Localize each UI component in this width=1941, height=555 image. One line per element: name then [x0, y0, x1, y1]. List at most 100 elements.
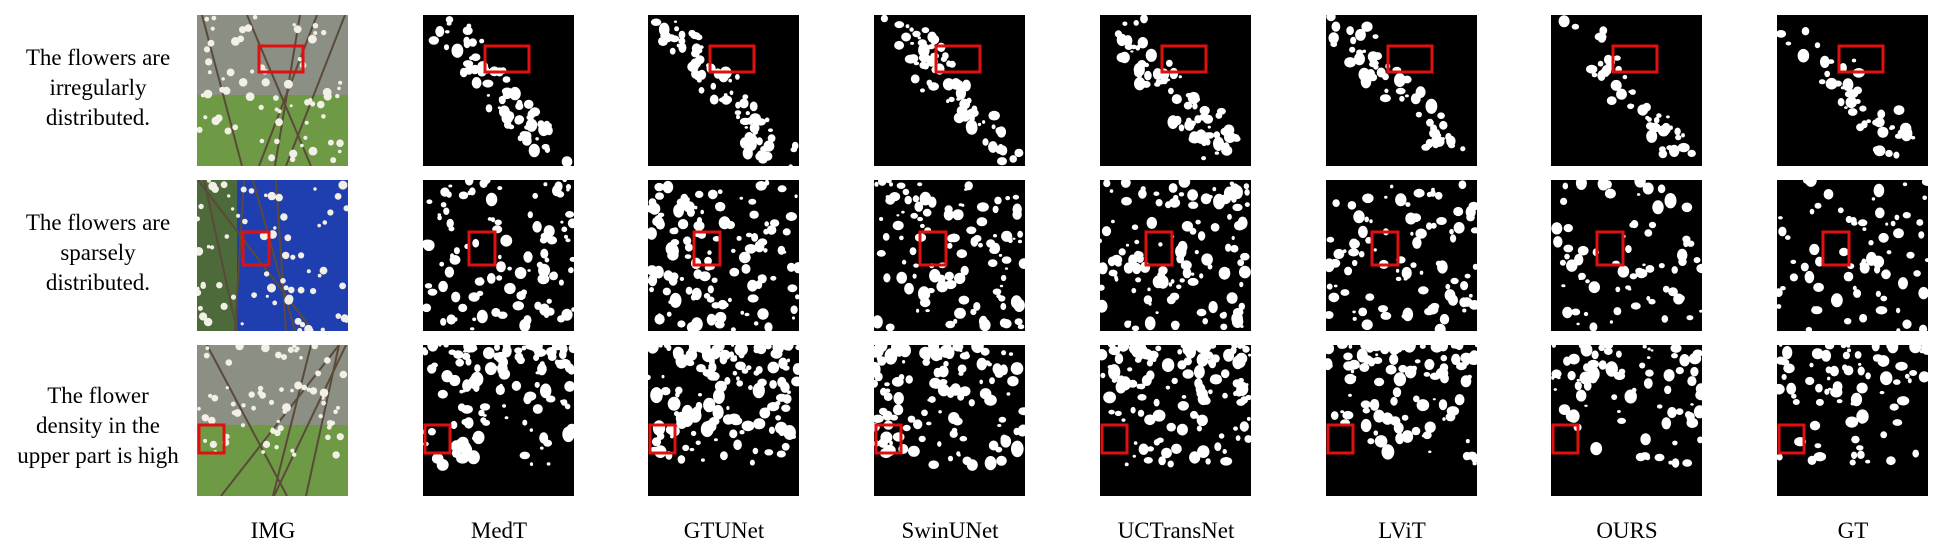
flower-blob [1429, 372, 1441, 380]
flower-blob [1177, 349, 1183, 355]
flower-blob [1837, 98, 1845, 107]
flower-blob [1604, 188, 1616, 199]
flower-blob [720, 451, 728, 461]
highlight-box [1144, 230, 1174, 267]
flower [300, 143, 304, 148]
flower-blob [764, 221, 769, 227]
flower-blob [739, 430, 745, 435]
flower-blob [1165, 385, 1171, 390]
flower-blob [740, 310, 745, 315]
flower [208, 393, 213, 398]
flower-blob [1782, 346, 1793, 360]
flower-blob [1138, 443, 1149, 455]
flower-blob [1640, 433, 1651, 446]
flower-blob [984, 456, 997, 471]
flower [293, 25, 302, 34]
flower-blob [571, 307, 574, 312]
flower-blob [1656, 113, 1662, 118]
flower-blob [1378, 305, 1388, 313]
flower-blob [1435, 260, 1442, 267]
flower-blob [1580, 345, 1593, 357]
flower-blob [470, 346, 478, 352]
flower-blob [885, 195, 891, 199]
flower-blob [711, 277, 718, 283]
flower-blob [658, 345, 663, 348]
flower-blob [1205, 458, 1211, 465]
flower [226, 68, 235, 77]
flower-blob [1196, 308, 1207, 317]
flower-blob [1557, 376, 1561, 380]
flower [211, 394, 219, 402]
flower-blob [1171, 377, 1178, 385]
flower-blob [1173, 194, 1179, 201]
flower-blob [1244, 189, 1250, 196]
flower-blob [901, 259, 907, 265]
flower-blob [1421, 434, 1426, 438]
flower [321, 114, 326, 119]
flower-blob [1155, 199, 1163, 207]
flower-blob [458, 303, 468, 313]
flower-blob [763, 248, 768, 253]
flower-blob [1213, 136, 1224, 151]
flower-blob [1916, 219, 1924, 226]
flower-blob [440, 318, 447, 326]
flower-blob [560, 220, 564, 224]
flower-blob [1846, 345, 1851, 348]
flower-blob [1202, 114, 1214, 124]
flower-blob [874, 372, 880, 378]
flower-blob [1462, 357, 1470, 366]
flower-blob [1394, 73, 1406, 88]
flower [207, 70, 212, 75]
flower-blob [1134, 69, 1143, 77]
flower-blob [567, 367, 574, 375]
flower [322, 220, 328, 225]
flower-blob [1889, 403, 1899, 411]
flower-blob [1190, 272, 1195, 276]
flower-blob [1168, 197, 1181, 208]
flower-blob [1208, 345, 1217, 349]
flower-blob [1350, 36, 1357, 45]
flower-blob [1851, 451, 1858, 459]
flower-blob [1217, 110, 1221, 114]
flower [336, 433, 344, 441]
flower-blob [1004, 267, 1009, 270]
flower-blob [1001, 319, 1012, 329]
flower-blob [1147, 459, 1151, 463]
flower-blob [1563, 244, 1574, 253]
flower [332, 451, 340, 459]
flower [288, 286, 295, 294]
flower-blob [741, 368, 749, 374]
flower-blob [736, 345, 748, 356]
flower-blob [1372, 34, 1379, 39]
flower-blob [745, 232, 753, 238]
flower-blob [1220, 457, 1233, 466]
flower [313, 187, 317, 191]
flower-blob [677, 219, 689, 230]
flower-blob [1442, 417, 1446, 421]
flower-blob [446, 314, 456, 325]
flower-blob [795, 345, 799, 351]
flower-blob [957, 364, 967, 373]
column-label-medt: MedT [470, 518, 528, 543]
flower [319, 266, 328, 275]
flower-blob [561, 308, 573, 321]
tile-image [874, 15, 1025, 166]
highlight-box [1326, 423, 1355, 455]
flower-blob [677, 455, 686, 464]
flower-blob [1880, 371, 1893, 386]
flower-blob [1662, 285, 1670, 293]
flower-blob [776, 450, 786, 458]
flower-blob [1856, 382, 1868, 394]
flower-blob [1842, 351, 1850, 360]
flower-blob [479, 180, 488, 188]
flower-blob [1360, 400, 1371, 409]
flower-blob [1238, 302, 1245, 311]
highlight-box [1160, 44, 1208, 74]
flower-blob [1175, 321, 1179, 327]
row-label-1-line-2: irregularly [49, 75, 147, 100]
flower-blob [756, 118, 766, 126]
flower-blob [744, 244, 757, 254]
flower-blob [496, 261, 506, 273]
flower-blob [1214, 151, 1220, 155]
flower-blob [1866, 119, 1871, 124]
